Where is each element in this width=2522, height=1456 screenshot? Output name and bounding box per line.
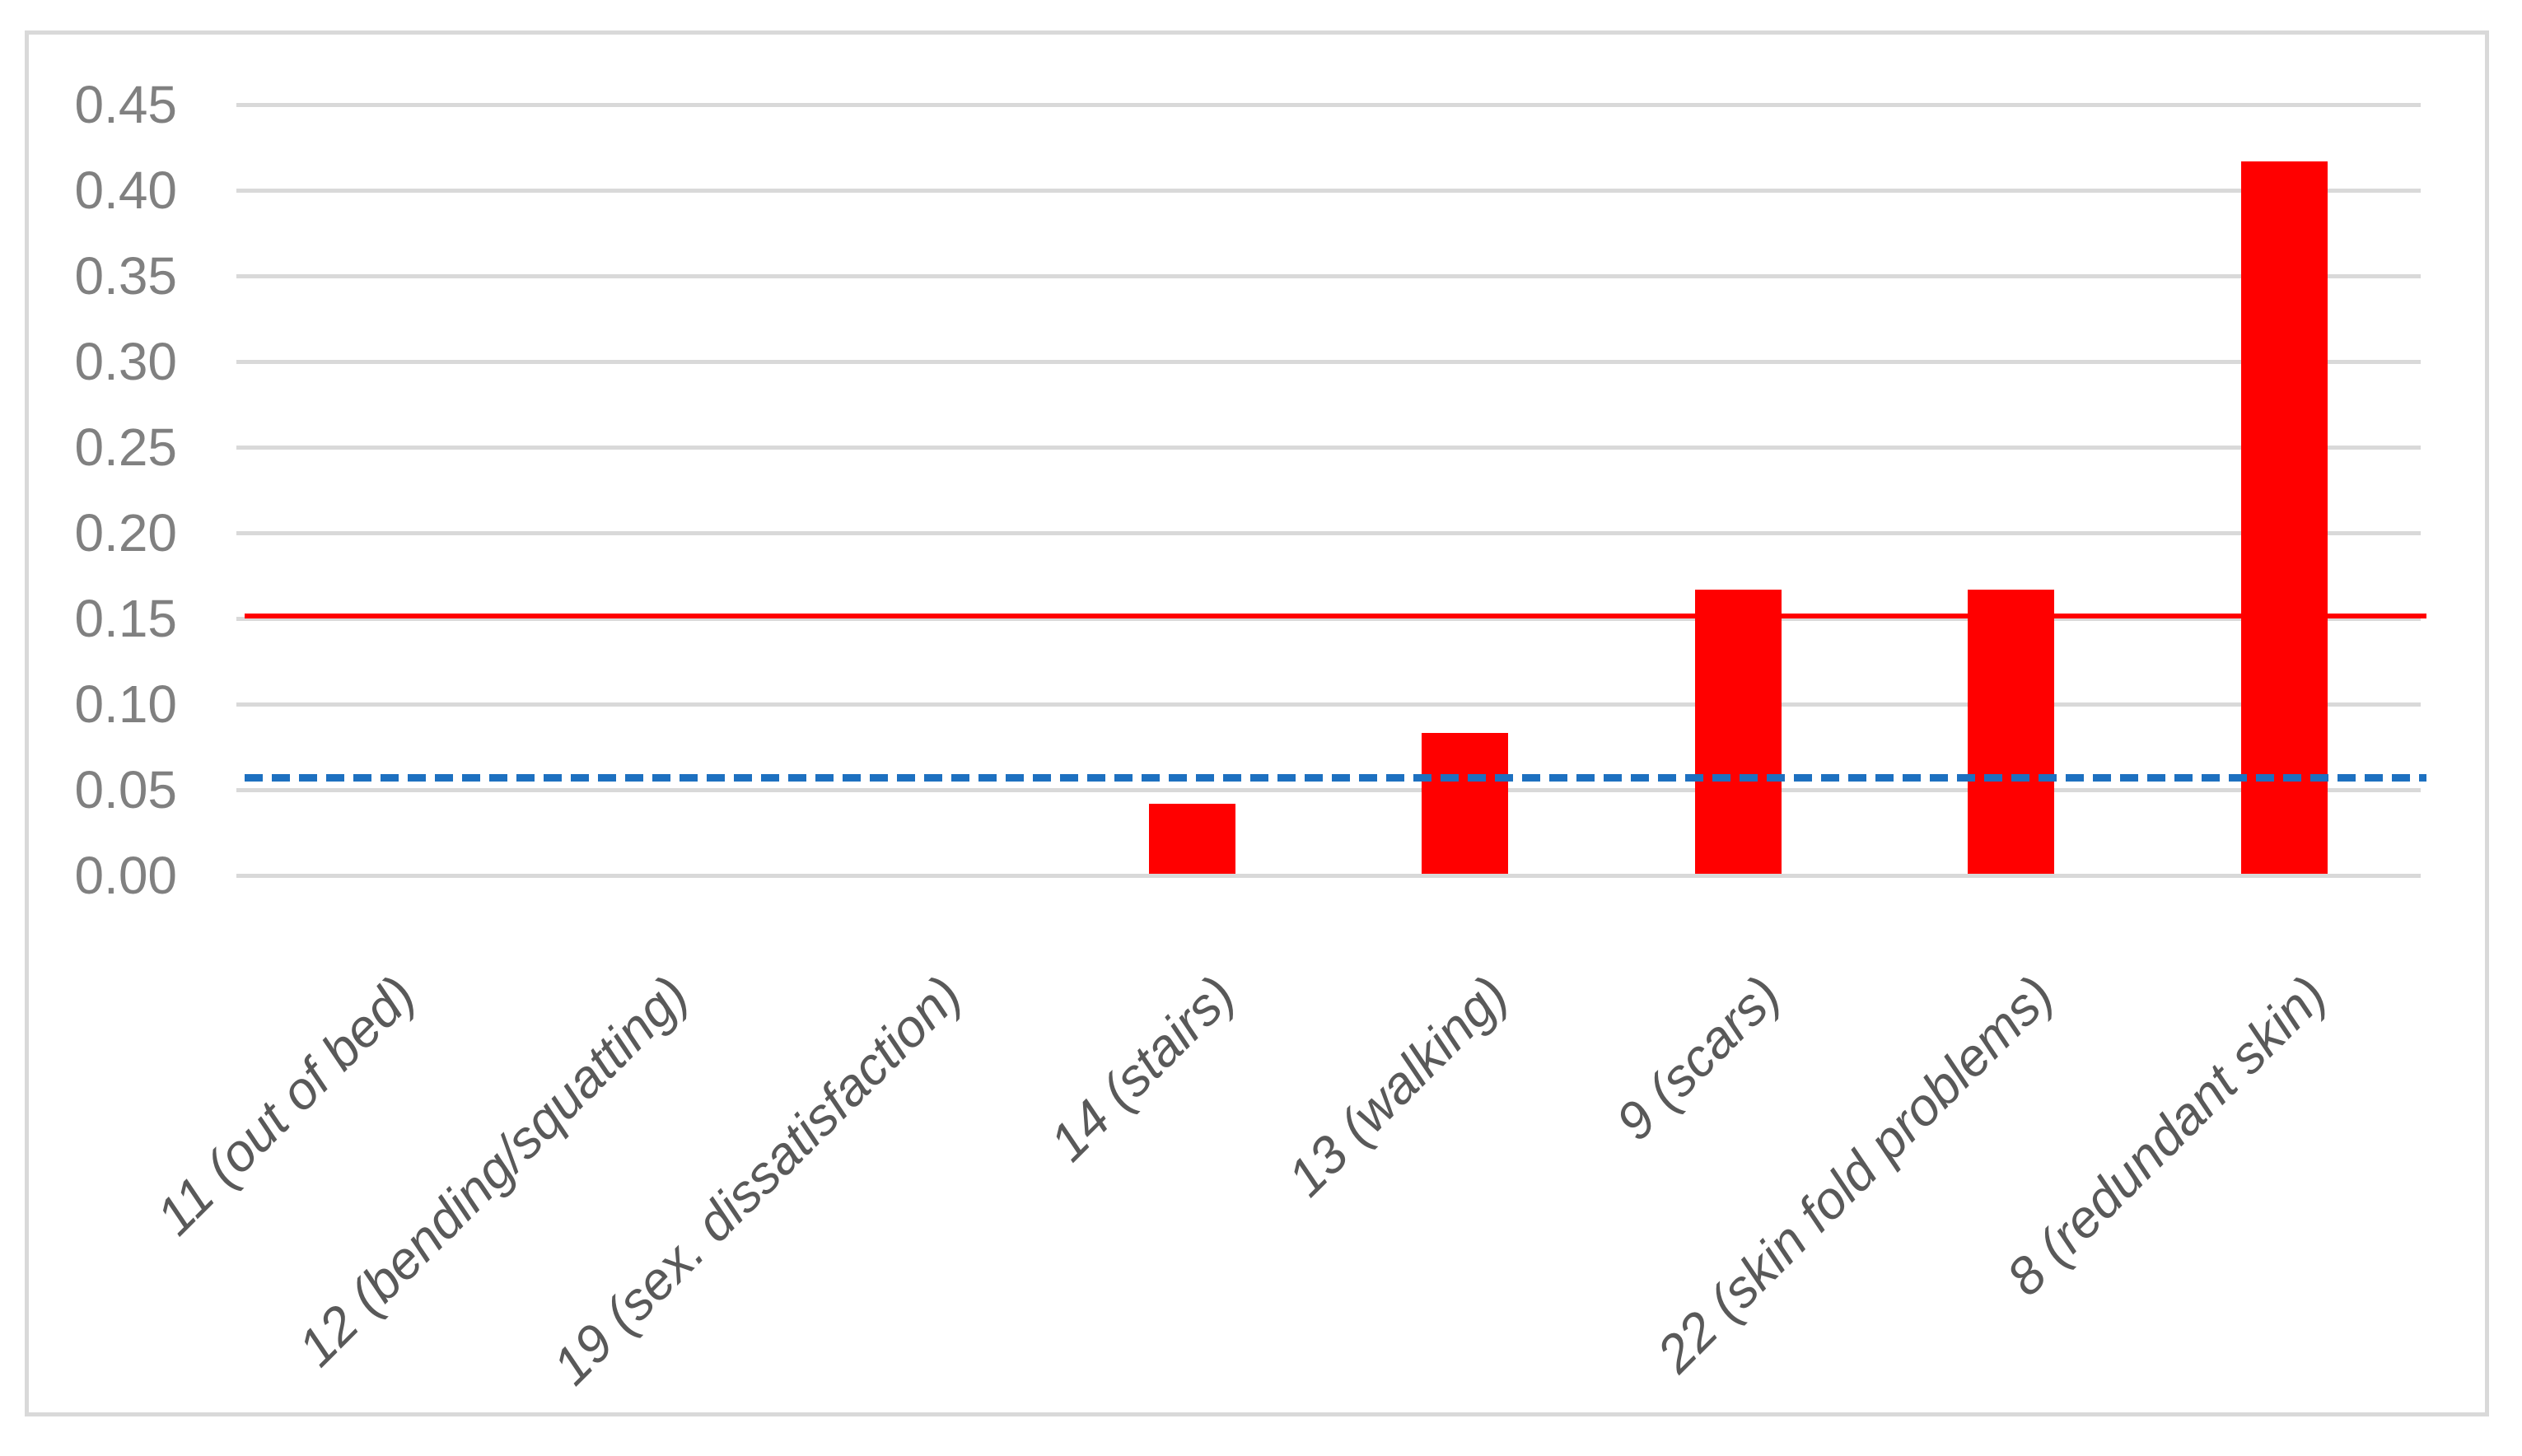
gridline — [236, 616, 2421, 621]
gridline — [236, 273, 2421, 278]
y-axis-tick-label: 0.05 — [74, 760, 177, 819]
y-axis-tick-label: 0.45 — [74, 75, 177, 134]
y-axis-tick-label: 0.00 — [74, 846, 177, 905]
gridline — [236, 359, 2421, 364]
gridline — [236, 787, 2421, 792]
gridline — [236, 102, 2421, 107]
bar — [1148, 803, 1235, 874]
y-axis-tick-label: 0.15 — [74, 589, 177, 648]
bar — [1694, 589, 1782, 874]
gridline — [236, 702, 2421, 707]
y-axis-tick-label: 0.20 — [74, 503, 177, 562]
chart-frame — [25, 30, 2489, 1416]
y-axis-tick-label: 0.40 — [74, 161, 177, 220]
y-axis-tick-label: 0.25 — [74, 418, 177, 477]
bar — [2240, 161, 2328, 874]
y-axis-tick-label: 0.35 — [74, 246, 177, 306]
y-axis-tick-label: 0.30 — [74, 332, 177, 391]
gridline — [236, 530, 2421, 535]
y-axis-tick-label: 0.10 — [74, 674, 177, 734]
reference-line-solid-red — [245, 614, 2426, 618]
bar — [1422, 733, 1509, 874]
gridline — [236, 873, 2421, 878]
gridline — [236, 445, 2421, 450]
bar — [1968, 589, 2055, 874]
gridline — [236, 188, 2421, 193]
reference-line-dashed-blue — [245, 773, 2426, 782]
